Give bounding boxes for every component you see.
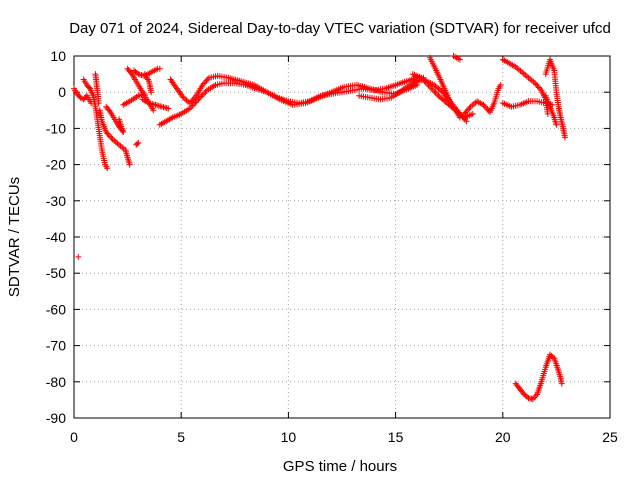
data-point bbox=[456, 56, 463, 63]
data-point bbox=[201, 90, 208, 97]
y-tick-label: -60 bbox=[46, 301, 66, 317]
data-point bbox=[106, 107, 113, 114]
data-point bbox=[126, 161, 133, 168]
x-tick-label: 5 bbox=[177, 429, 185, 445]
data-point bbox=[461, 110, 468, 117]
y-tick-label: 10 bbox=[50, 48, 66, 64]
data-points bbox=[71, 53, 568, 403]
y-axis-label: SDTVAR / TECUs bbox=[6, 177, 23, 297]
y-tick-label: -90 bbox=[46, 410, 66, 426]
chart-title: Day 071 of 2024, Sidereal Day-to-day VTE… bbox=[69, 20, 611, 37]
data-point bbox=[431, 88, 438, 95]
data-point bbox=[135, 139, 142, 146]
data-point bbox=[553, 121, 560, 128]
y-tick-label: -10 bbox=[46, 120, 66, 136]
y-tick-label: 0 bbox=[58, 84, 66, 100]
data-point bbox=[190, 95, 197, 102]
data-point bbox=[562, 134, 568, 141]
x-tick-label: 25 bbox=[602, 429, 618, 445]
data-point bbox=[533, 81, 540, 88]
x-tick-label: 15 bbox=[388, 429, 404, 445]
data-point bbox=[469, 110, 476, 117]
data-point bbox=[456, 114, 463, 121]
data-point bbox=[104, 165, 111, 172]
grid-lines bbox=[74, 56, 610, 418]
y-tick-label: -50 bbox=[46, 265, 66, 281]
axis-ticks: 100-10-20-30-40-50-60-70-80-900 5 10 15 20 25 bbox=[46, 48, 618, 445]
data-point bbox=[463, 108, 470, 114]
data-point bbox=[165, 105, 172, 112]
data-point bbox=[104, 130, 111, 137]
data-point bbox=[120, 129, 127, 135]
data-point bbox=[148, 89, 155, 96]
data-point bbox=[107, 133, 113, 140]
data-point bbox=[535, 84, 542, 91]
y-tick-label: -20 bbox=[46, 157, 66, 173]
data-point bbox=[127, 69, 134, 76]
x-tick-label: 0 bbox=[70, 429, 78, 445]
data-point bbox=[497, 82, 504, 88]
x-tick-label: 10 bbox=[281, 429, 297, 445]
x-tick-label: 20 bbox=[495, 429, 511, 445]
data-point bbox=[108, 134, 115, 141]
data-point bbox=[199, 91, 206, 98]
data-point bbox=[200, 80, 207, 87]
x-axis-label: GPS time / hours bbox=[283, 458, 397, 475]
y-tick-label: -70 bbox=[46, 338, 66, 354]
data-point bbox=[95, 100, 102, 107]
data-point bbox=[480, 101, 487, 108]
data-point bbox=[150, 107, 157, 114]
y-tick-label: -80 bbox=[46, 374, 66, 390]
data-point bbox=[75, 253, 82, 260]
y-tick-label: -30 bbox=[46, 193, 66, 209]
data-point bbox=[134, 140, 141, 147]
data-point bbox=[156, 65, 163, 72]
data-point bbox=[466, 105, 473, 112]
data-point bbox=[432, 89, 439, 96]
data-point bbox=[558, 380, 565, 387]
data-point bbox=[203, 77, 210, 84]
y-tick-label: -40 bbox=[46, 229, 66, 245]
